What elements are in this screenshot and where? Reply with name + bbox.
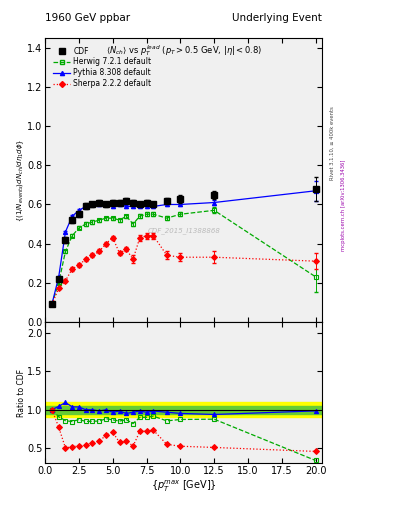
Text: Underlying Event: Underlying Event bbox=[232, 13, 322, 23]
Text: mcplots.cern.ch [arXiv:1306.3436]: mcplots.cern.ch [arXiv:1306.3436] bbox=[341, 159, 346, 250]
Text: Rivet 3.1.10, ≥ 400k events: Rivet 3.1.10, ≥ 400k events bbox=[329, 106, 334, 180]
Text: 1960 GeV ppbar: 1960 GeV ppbar bbox=[45, 13, 130, 23]
Y-axis label: $\{(1/N_{events}) dN_{ch}/d\eta_1 d\phi\}$: $\{(1/N_{events}) dN_{ch}/d\eta_1 d\phi\… bbox=[15, 138, 26, 222]
X-axis label: $\{p_T^{max}$ [GeV]$\}$: $\{p_T^{max}$ [GeV]$\}$ bbox=[151, 479, 217, 494]
Text: $\langle N_{ch}\rangle$ vs $p_T^{lead}$ ($p_T > 0.5$ GeV, $|\eta| < 0.8$): $\langle N_{ch}\rangle$ vs $p_T^{lead}$ … bbox=[106, 42, 262, 57]
Y-axis label: Ratio to CDF: Ratio to CDF bbox=[17, 369, 26, 417]
Text: CDF_2015_I1388868: CDF_2015_I1388868 bbox=[147, 228, 220, 234]
Legend: CDF, Herwig 7.2.1 default, Pythia 8.308 default, Sherpa 2.2.2 default: CDF, Herwig 7.2.1 default, Pythia 8.308 … bbox=[52, 45, 153, 90]
